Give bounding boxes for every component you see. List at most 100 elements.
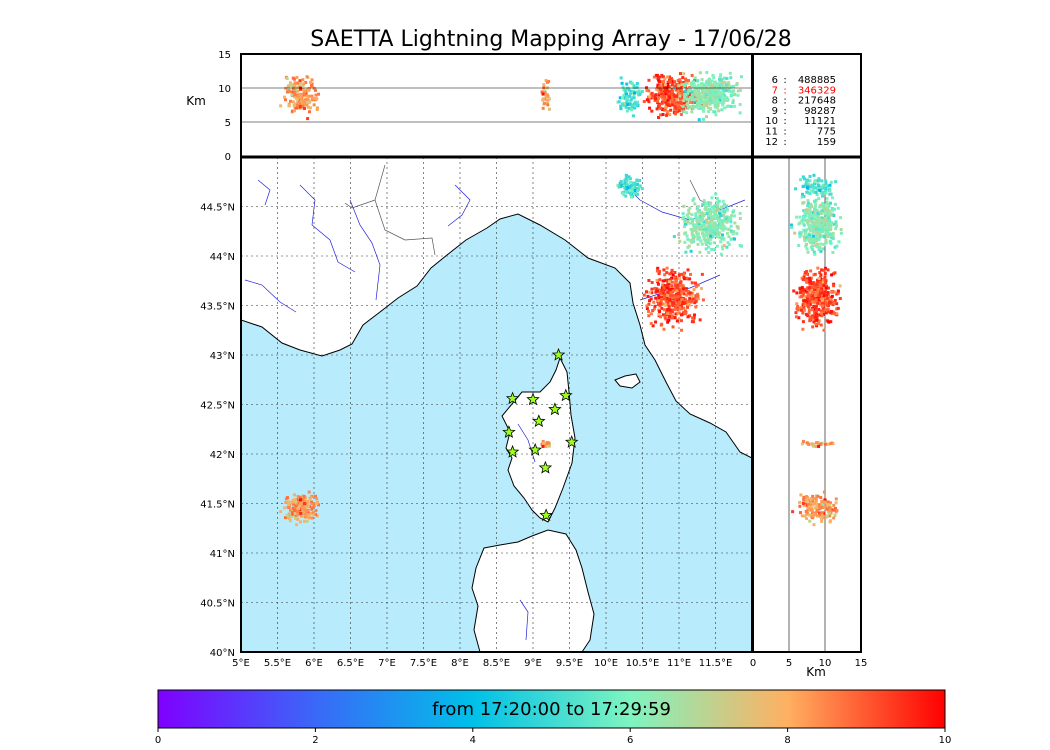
altitude-longitude-point	[298, 93, 302, 97]
chart-title: SAETTA Lightning Mapping Array - 17/06/2…	[310, 27, 791, 52]
altitude-latitude-point	[813, 311, 817, 315]
corsica-island	[501, 356, 576, 523]
map-source-point	[620, 183, 624, 187]
map-source-point	[627, 175, 631, 179]
altitude-longitude-point	[287, 104, 291, 108]
altitude-latitude-point	[818, 292, 822, 296]
map-source-point	[635, 186, 639, 190]
map-source-point	[310, 494, 314, 498]
map-source-point	[735, 225, 739, 229]
altitude-latitude-point	[830, 207, 834, 211]
altitude-latitude-point	[818, 205, 822, 209]
map-source-point	[680, 291, 684, 295]
station-star	[502, 425, 516, 438]
map-source-point	[660, 301, 664, 305]
altitude-longitude-point	[729, 89, 733, 93]
altitude-longitude-point	[285, 77, 289, 81]
count-value: 98287	[804, 106, 836, 117]
map-source-point	[704, 201, 708, 205]
map-source-point	[655, 278, 659, 282]
altitude-longitude-point	[713, 97, 717, 101]
map-source-point	[292, 508, 296, 512]
altitude-longitude-point	[693, 84, 697, 88]
altitude-latitude-point	[800, 195, 804, 199]
altitude-longitude-point	[718, 99, 722, 103]
altitude-longitude-point	[622, 101, 626, 105]
altitude-longitude-point	[721, 85, 725, 89]
map-source-point	[725, 220, 729, 224]
map-source-point	[707, 231, 711, 235]
altitude-longitude-point	[690, 110, 694, 114]
map-source-point	[698, 250, 702, 254]
map-source-point	[725, 207, 729, 211]
altitude-latitude-point	[807, 224, 811, 228]
map-source-point	[716, 206, 720, 210]
map-source-point	[657, 269, 661, 273]
altitude-latitude-point	[826, 207, 830, 211]
map-source-point	[670, 280, 674, 284]
altitude-longitude-point	[541, 106, 545, 110]
map-source-point	[659, 323, 663, 327]
altitude-latitude-point	[819, 496, 823, 500]
altitude-longitude-point	[293, 93, 297, 97]
map-source-point	[675, 279, 679, 283]
altitude-longitude-point	[688, 96, 692, 100]
altitude-latitude-point	[834, 227, 838, 231]
altitude-longitude-point	[618, 96, 622, 100]
altitude-latitude-point	[815, 283, 819, 287]
map-source-point	[721, 205, 725, 209]
count-station-number: 11	[765, 127, 778, 138]
altitude-longitude-point	[665, 85, 669, 89]
altitude-latitude-point	[813, 180, 817, 184]
longitude-tick-label: 5.5°E	[264, 658, 291, 669]
altitude-latitude-point	[829, 201, 833, 205]
altitude-latitude-point	[795, 291, 799, 295]
map-source-point	[712, 241, 716, 245]
altitude-latitude-point	[803, 211, 807, 215]
map-source-point	[621, 191, 625, 195]
map-source-point	[694, 212, 698, 216]
altitude-latitude-point	[803, 210, 807, 214]
side-altitude-tick-label: 5	[786, 658, 792, 669]
altitude-latitude-point	[832, 503, 836, 507]
altitude-longitude-point	[687, 79, 691, 83]
map-source-point	[673, 271, 677, 275]
map-source-point	[631, 185, 635, 189]
altitude-longitude-point	[671, 98, 675, 102]
altitude-latitude-point	[824, 301, 828, 305]
altitude-longitude-point	[723, 106, 727, 110]
altitude-latitude-point	[839, 216, 843, 220]
map-source-point	[296, 495, 300, 499]
map-source-point	[671, 289, 675, 293]
altitude-latitude-point	[819, 284, 823, 288]
map-source-point	[707, 251, 711, 255]
altitude-latitude-point	[801, 442, 805, 446]
map-source-point	[675, 288, 679, 292]
altitude-longitude-point	[679, 113, 683, 117]
map-source-point	[293, 506, 297, 510]
map-source-point	[677, 302, 681, 306]
map-source-point	[665, 266, 669, 270]
map-source-point	[667, 304, 671, 308]
map-source-point	[671, 325, 675, 329]
map-source-point	[660, 306, 664, 310]
side-altitude-tick-label: 10	[819, 658, 832, 669]
map-source-point	[705, 242, 709, 246]
altitude-longitude-point	[716, 95, 720, 99]
map-source-point	[691, 217, 695, 221]
map-source-point	[688, 299, 692, 303]
altitude-longitude-point	[672, 93, 676, 97]
altitude-latitude-point	[816, 503, 820, 507]
map-source-point	[618, 181, 622, 185]
altitude-longitude-point	[669, 97, 673, 101]
altitude-latitude-point	[818, 235, 822, 239]
map-source-point	[298, 503, 302, 507]
map-source-point	[736, 226, 740, 230]
map-source-point	[683, 309, 687, 313]
map-source-point	[659, 315, 663, 319]
map-source-point	[719, 224, 723, 228]
altitude-latitude-point	[820, 268, 824, 272]
map-source-point	[669, 290, 673, 294]
altitude-longitude-point	[711, 95, 715, 99]
altitude-latitude-point	[824, 241, 828, 245]
